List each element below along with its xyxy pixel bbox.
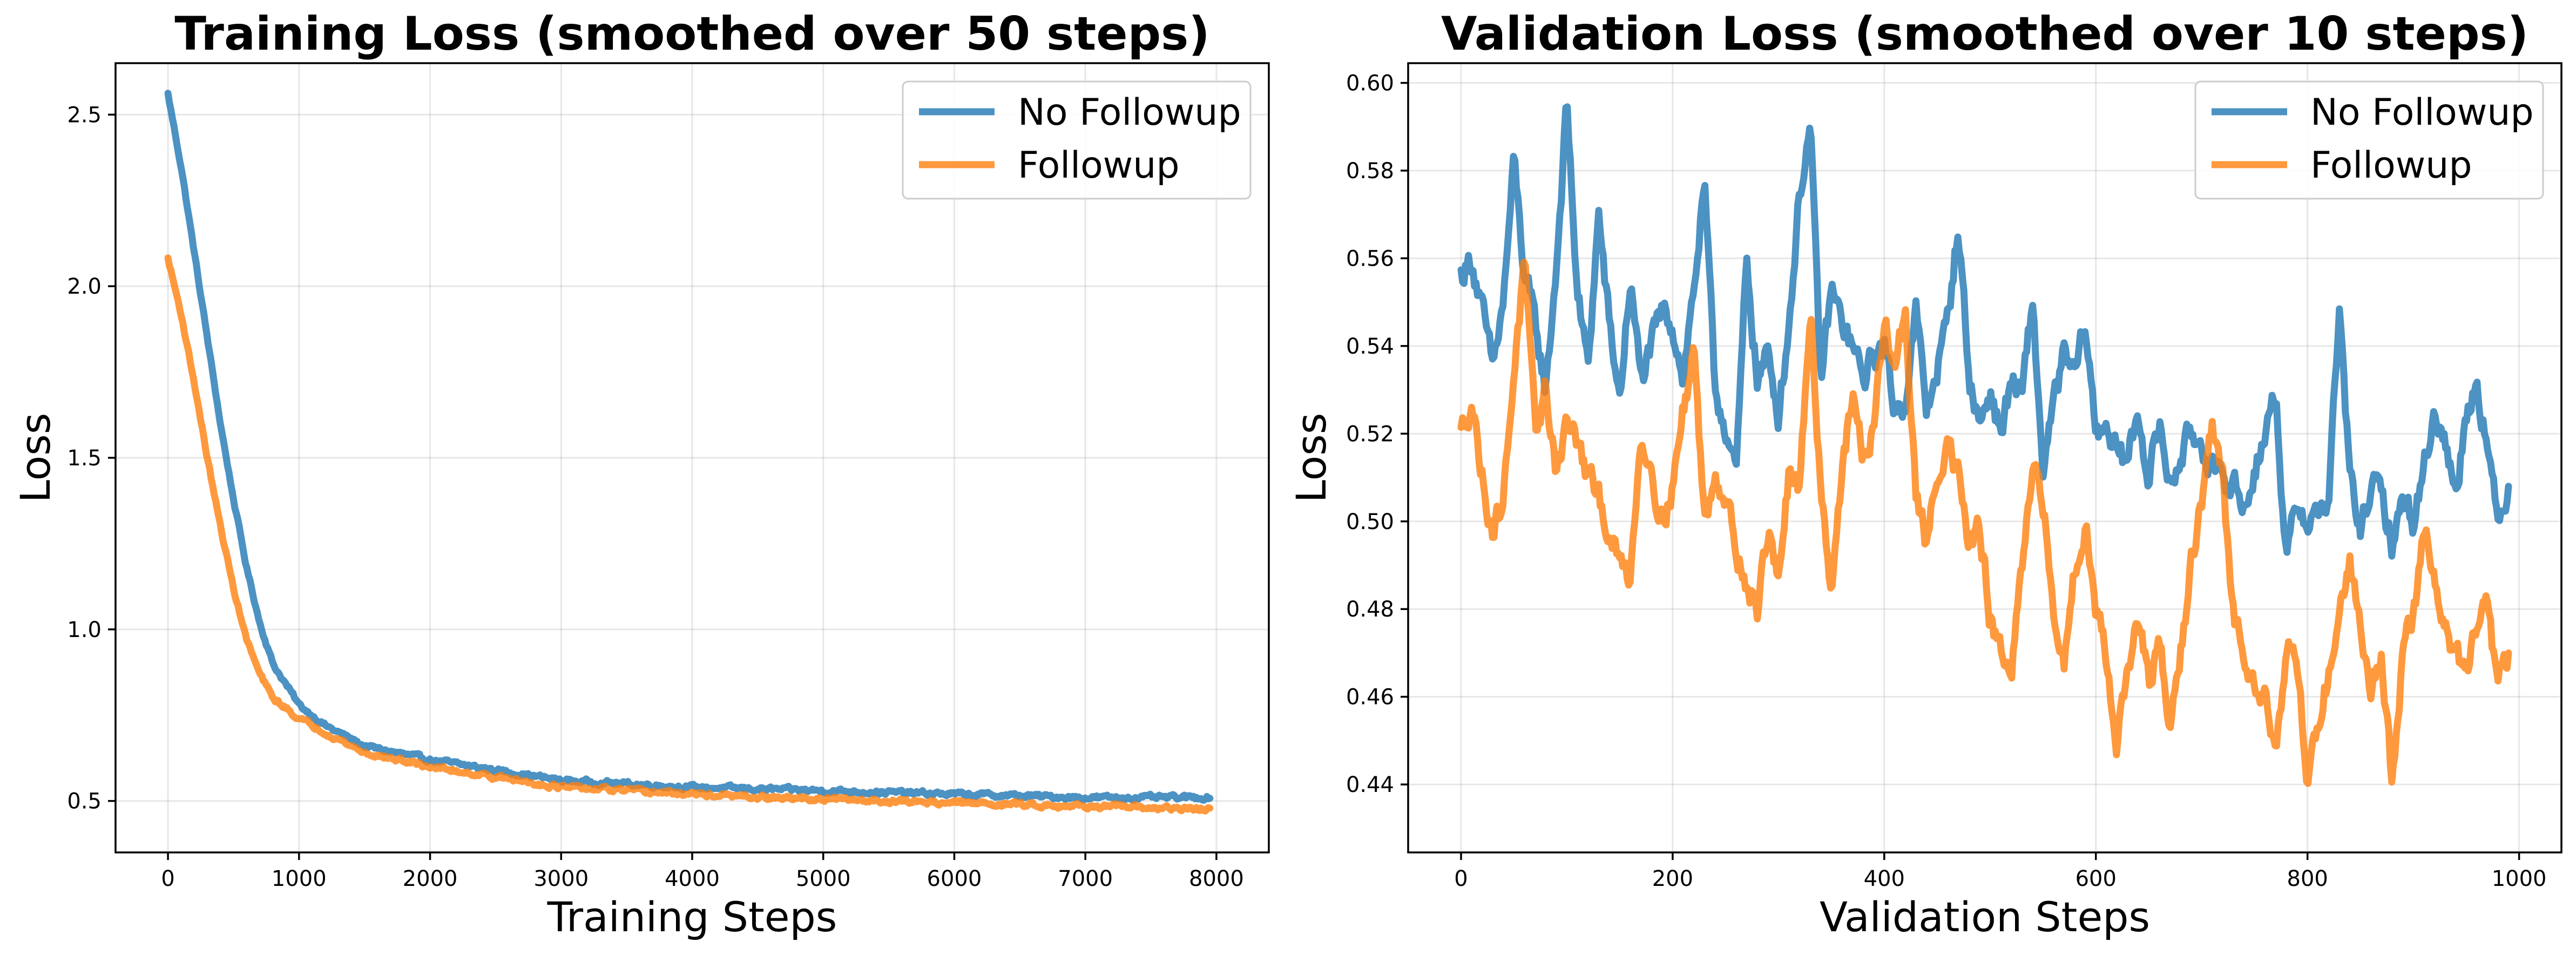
validation-loss-y-tick-label: 0.58 [1346, 159, 1394, 184]
validation-loss-x-tick-label: 600 [2075, 866, 2117, 891]
validation-loss-lines [1457, 103, 2512, 787]
validation-loss-legend: No Followup Followup [2194, 80, 2544, 200]
training-loss-x-tick-label: 6000 [927, 866, 982, 891]
validation-loss-title: Validation Loss (smoothed over 10 steps) [1441, 7, 2528, 61]
training-loss-title: Training Loss (smoothed over 50 steps) [174, 7, 1209, 61]
training-loss-x-axis-label: Training Steps [547, 893, 837, 941]
validation-loss-y-axis-label: Loss [1287, 413, 1335, 503]
training-loss-series-no-followup-line [164, 90, 1214, 804]
validation-loss-y-tick-label: 0.56 [1346, 246, 1394, 271]
validation-loss-x-tick-label: 200 [1652, 866, 1693, 891]
training-loss-x-tick-label: 4000 [665, 866, 720, 891]
training-loss-x-tick-label: 3000 [533, 866, 589, 891]
training-loss-y-tick-label: 2.5 [67, 103, 102, 127]
validation-loss-legend-label-followup: Followup [2310, 144, 2472, 187]
training-loss-lines [164, 90, 1214, 815]
validation-loss-panel: Validation Loss (smoothed over 10 steps)… [1287, 7, 2563, 941]
training-loss-x-tick-label: 0 [161, 866, 174, 891]
training-loss-legend-label-followup: Followup [1018, 144, 1180, 187]
training-loss-x-tick-label: 1000 [272, 866, 327, 891]
validation-loss-x-tick-label: 800 [2287, 866, 2328, 891]
validation-loss-y-tick-label: 0.52 [1346, 422, 1394, 446]
validation-loss-y-tick-label: 0.54 [1346, 334, 1394, 359]
training-loss-y-tick-label: 2.0 [67, 274, 102, 299]
training-loss-x-tick-label: 2000 [403, 866, 458, 891]
validation-loss-x-axis-label: Validation Steps [1820, 893, 2150, 941]
training-loss-ticks: 0 1000 2000 3000 4000 5000 6000 7000 8000 0.5 1.0 1… [67, 103, 1243, 891]
training-loss-x-tick-label: 7000 [1058, 866, 1113, 891]
training-loss-series-followup-line [164, 254, 1214, 815]
training-loss-y-axis-label: Loss [11, 413, 59, 503]
validation-loss-y-tick-label: 0.46 [1346, 685, 1394, 710]
training-loss-y-tick-label: 0.5 [67, 789, 102, 814]
validation-loss-series-no-followup-line [1457, 103, 2512, 560]
training-loss-x-tick-label: 5000 [796, 866, 851, 891]
training-loss-panel: Training Loss (smoothed over 50 steps) 0… [11, 7, 1270, 941]
training-loss-x-tick-label: 8000 [1189, 866, 1244, 891]
validation-loss-x-tick-label: 0 [1454, 866, 1468, 891]
validation-loss-y-tick-label: 0.48 [1346, 597, 1394, 622]
training-loss-y-tick-label: 1.0 [67, 618, 102, 642]
validation-loss-x-tick-label: 400 [1864, 866, 1905, 891]
validation-loss-y-tick-label: 0.44 [1346, 773, 1394, 797]
validation-loss-y-tick-label: 0.60 [1346, 71, 1394, 96]
training-loss-y-tick-label: 1.5 [67, 446, 102, 471]
validation-loss-legend-label-no-followup: No Followup [2310, 91, 2534, 134]
validation-loss-axes-frame [1407, 62, 2563, 854]
validation-loss-y-tick-label: 0.50 [1346, 510, 1394, 534]
training-loss-grid [116, 63, 1269, 852]
validation-loss-x-tick-label: 1000 [2492, 866, 2547, 891]
training-loss-legend: No Followup Followup [902, 80, 1252, 200]
validation-loss-series-followup-line [1457, 259, 2512, 787]
validation-loss-ticks: 0 200 400 600 800 1000 0.44 0.46 0.48 0.50 0.52 0.5… [1346, 71, 2547, 891]
training-loss-legend-label-no-followup: No Followup [1018, 91, 1241, 134]
